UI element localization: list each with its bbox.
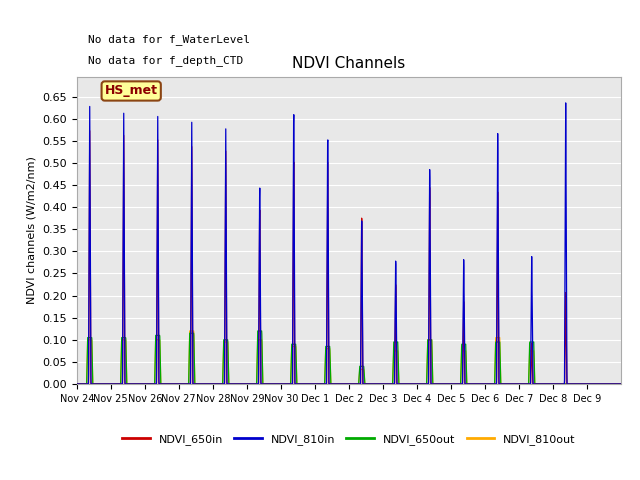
Text: No data for f_WaterLevel: No data for f_WaterLevel bbox=[88, 34, 250, 45]
Text: HS_met: HS_met bbox=[105, 84, 157, 97]
Title: NDVI Channels: NDVI Channels bbox=[292, 57, 405, 72]
Text: No data for f_depth_CTD: No data for f_depth_CTD bbox=[88, 55, 243, 66]
Legend: NDVI_650in, NDVI_810in, NDVI_650out, NDVI_810out: NDVI_650in, NDVI_810in, NDVI_650out, NDV… bbox=[118, 430, 580, 449]
Y-axis label: NDVI channels (W/m2/nm): NDVI channels (W/m2/nm) bbox=[27, 156, 36, 304]
